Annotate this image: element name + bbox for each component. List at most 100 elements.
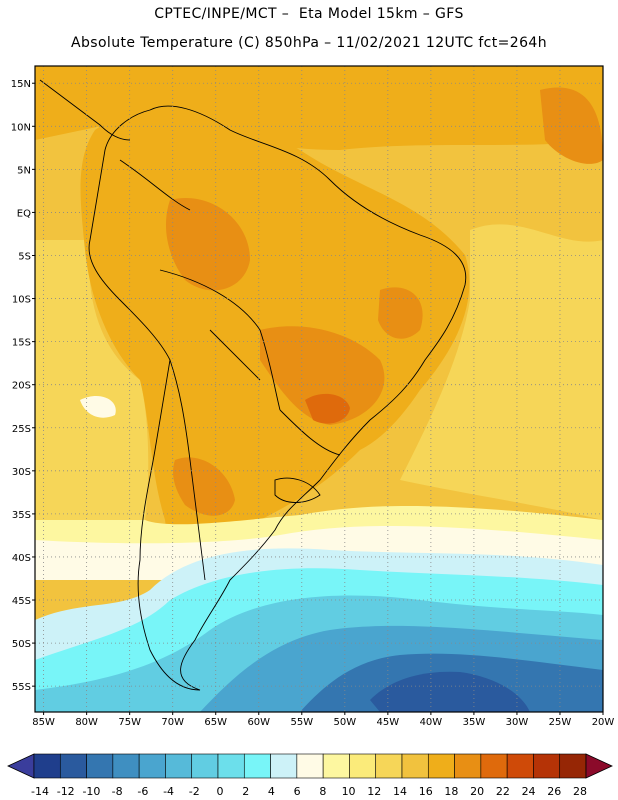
- colorbar-swatch: [559, 753, 587, 779]
- lat-label: 15N: [11, 79, 31, 90]
- field-deep-blue: [370, 671, 530, 712]
- lat-label: 50S: [12, 639, 31, 650]
- lon-label: 40W: [420, 717, 443, 728]
- field-very-hot: [305, 393, 350, 424]
- lat-label: 45S: [12, 596, 31, 607]
- field-north-warm: [35, 66, 603, 150]
- colorbar-label: -8: [112, 785, 123, 798]
- field-ocean-mid-east: [400, 224, 603, 520]
- lat-label: 30S: [12, 467, 31, 478]
- field-hot-brazil: [260, 326, 385, 425]
- longitude-labels: 85W 80W 75W 70W 65W 60W 55W 50W 45W 40W 35W 30W 25W 2…: [32, 712, 614, 728]
- colorbar-label: 28: [573, 785, 587, 798]
- colorbar-labels: -14 -12 -10 -8 -6 -4 -2 0 2 4 6 8 10 12 14 16 18 20 22 24 26…: [31, 785, 587, 798]
- lon-label: 35W: [463, 717, 486, 728]
- colorbar-label: 8: [319, 785, 326, 798]
- border-brazil-west: [159, 269, 281, 411]
- colorbar-swatch: [191, 753, 219, 779]
- colorbar-label: 0: [217, 785, 224, 798]
- colorbar-label: -10: [82, 785, 100, 798]
- colorbar-label: -4: [163, 785, 174, 798]
- lon-label: 50W: [334, 717, 357, 728]
- colorbar-swatch: [138, 753, 166, 779]
- lat-label: EQ: [17, 208, 31, 219]
- lon-label: 80W: [75, 717, 98, 728]
- colorbar-swatch: [86, 753, 114, 779]
- colorbar-swatch: [454, 753, 482, 779]
- colorbar-label: 20: [470, 785, 484, 798]
- lon-label: 25W: [549, 717, 572, 728]
- field-hot-northeast: [378, 287, 423, 339]
- colorbar-swatch: [322, 753, 350, 779]
- chart-title-line1: CPTEC/INPE/MCT – Eta Model 15km – GFS: [154, 6, 464, 22]
- colorbar-label: -12: [57, 785, 75, 798]
- lat-label: 5S: [18, 251, 31, 262]
- colorbar-label: 6: [294, 785, 301, 798]
- south-america-coast: [88, 105, 467, 691]
- colorbar-label: 14: [393, 785, 407, 798]
- colorbar-label: 2: [242, 785, 249, 798]
- colorbar-swatch: [270, 753, 298, 779]
- lat-label: 35S: [12, 510, 31, 521]
- colorbar: [7, 753, 613, 779]
- gridlines: [35, 66, 604, 712]
- colorbar-over-arrow: [585, 753, 613, 779]
- colorbar-label: -6: [137, 785, 148, 798]
- border-bolivia: [209, 329, 261, 381]
- colorbar-label: -2: [189, 785, 200, 798]
- colorbar-label: 4: [268, 785, 275, 798]
- lon-label: 20W: [592, 717, 615, 728]
- lon-label: 30W: [506, 717, 529, 728]
- colorbar-label: 16: [419, 785, 433, 798]
- lon-label: 85W: [32, 717, 55, 728]
- colorbar-swatch: [401, 753, 429, 779]
- coastline: [39, 79, 467, 691]
- field-hot-argentina: [173, 457, 235, 516]
- lat-label: 10N: [11, 122, 31, 133]
- lon-label: 60W: [247, 717, 270, 728]
- lat-label: 25S: [12, 424, 31, 435]
- field-cream-west: [80, 395, 116, 418]
- colorbar-label: 12: [367, 785, 381, 798]
- colorbar-swatch: [533, 753, 561, 779]
- lat-label: 5N: [17, 165, 31, 176]
- colorbar-swatch: [243, 753, 271, 779]
- temperature-field: [35, 66, 603, 712]
- colorbar-swatch: [296, 753, 324, 779]
- border-brazil-south: [279, 409, 341, 456]
- field-hot-caribbean: [540, 87, 603, 164]
- field-hot-amazon: [165, 198, 250, 291]
- field-ocean-mid-west: [35, 240, 149, 520]
- colorbar-label: 18: [444, 785, 458, 798]
- lon-label: 45W: [377, 717, 400, 728]
- lon-label: 65W: [204, 717, 227, 728]
- chart-title-line2: Absolute Temperature (C) 850hPa – 11/02/…: [70, 35, 547, 51]
- map-frame: [34, 65, 604, 713]
- colorbar-under-arrow: [7, 753, 35, 779]
- colorbar-swatch: [59, 753, 87, 779]
- colorbar-swatch: [349, 753, 377, 779]
- lon-label: 75W: [118, 717, 141, 728]
- lat-label: 40S: [12, 553, 31, 564]
- uruguay: [274, 477, 321, 503]
- lat-label: 55S: [12, 682, 31, 693]
- central-america-coast: [39, 79, 131, 141]
- colorbar-label: 24: [522, 785, 536, 798]
- colorbar-label: 22: [496, 785, 510, 798]
- colorbar-swatch: [217, 753, 245, 779]
- colorbar-swatch: [165, 753, 193, 779]
- colorbar-label: 26: [547, 785, 561, 798]
- lat-label: 15S: [12, 338, 31, 349]
- colorbar-swatch: [506, 753, 534, 779]
- border-colombia: [119, 159, 191, 211]
- lat-label: 10S: [12, 295, 31, 306]
- colorbar-swatch: [480, 753, 508, 779]
- border-andes: [169, 359, 206, 581]
- colorbar-swatch: [112, 753, 140, 779]
- colorbar-swatch: [427, 753, 455, 779]
- latitude-labels: 15N 10N 5N EQ 5S 10S 15S 20S 25S 30S 35S 40S 45S 50S 5…: [11, 79, 35, 693]
- lon-label: 55W: [290, 717, 313, 728]
- colorbar-label: 10: [342, 785, 356, 798]
- lon-label: 70W: [161, 717, 184, 728]
